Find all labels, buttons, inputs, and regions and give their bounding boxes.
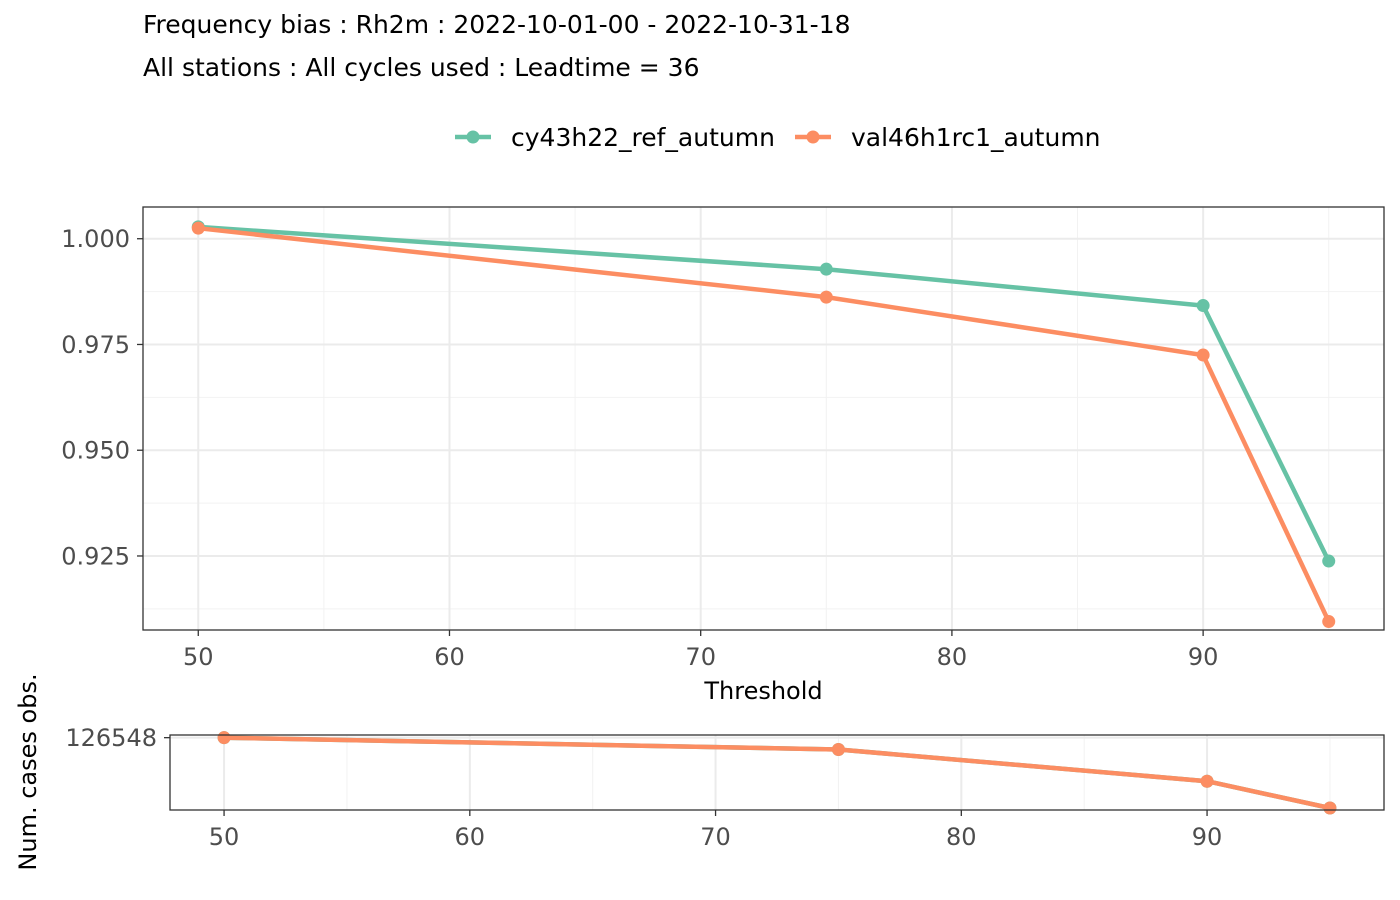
data-point — [1323, 801, 1337, 815]
series-line-val46h1rc1_autumn — [198, 225, 1331, 623]
series-line-cy43h22_ref_autumn — [198, 224, 1331, 563]
data-point — [1322, 615, 1336, 629]
panel-border — [169, 734, 1385, 811]
x-tick-label: 90 — [1192, 823, 1223, 851]
chart-title: Frequency bias : Rh2m : 2022-10-01-00 - … — [143, 10, 851, 39]
x-tick-label: 80 — [937, 643, 968, 671]
y-tick-label: 1.000 — [61, 225, 130, 253]
data-point — [819, 262, 833, 276]
y-axis-title: Num. cases obs. — [14, 673, 42, 870]
x-tick-label: 80 — [946, 823, 977, 851]
y-tick-label: 0.975 — [61, 331, 130, 359]
data-point — [1200, 774, 1214, 788]
x-tick-label: 70 — [685, 643, 716, 671]
x-tick-label: 50 — [209, 823, 240, 851]
data-point — [819, 290, 833, 304]
x-axis-title: Threshold — [703, 677, 822, 705]
x-tick-label: 70 — [700, 823, 731, 851]
data-point — [1322, 554, 1336, 568]
x-tick-label: 90 — [1188, 643, 1219, 671]
legend-key-point — [466, 130, 480, 144]
data-point — [191, 221, 205, 235]
panel-border — [142, 206, 1385, 631]
data-point — [217, 731, 231, 745]
chart-subtitle: All stations : All cycles used : Leadtim… — [143, 53, 700, 82]
y-tick-label: 0.925 — [61, 542, 130, 570]
legend: cy43h22_ref_autumn val46h1rc1_autumn — [455, 123, 1101, 152]
data-point — [1196, 348, 1210, 362]
legend-label: val46h1rc1_autumn — [851, 123, 1101, 152]
legend-label: cy43h22_ref_autumn — [511, 123, 775, 152]
y-tick-label: 126548 — [65, 724, 157, 752]
panel-main: 50 60 70 80 90 0.925 0.950 0.975 1.000 Threshold — [61, 206, 1385, 705]
series-line-series-1 — [224, 735, 1331, 811]
panel-counts: 50 60 70 80 90 126548 Num. cases obs. — [14, 673, 1385, 871]
x-tick-label: 50 — [183, 643, 214, 671]
y-tick-label: 0.950 — [61, 437, 130, 465]
data-point — [1196, 299, 1210, 313]
x-tick-label: 60 — [455, 823, 486, 851]
x-tick-label: 60 — [434, 643, 465, 671]
data-point — [831, 742, 845, 756]
legend-key-point — [806, 130, 820, 144]
